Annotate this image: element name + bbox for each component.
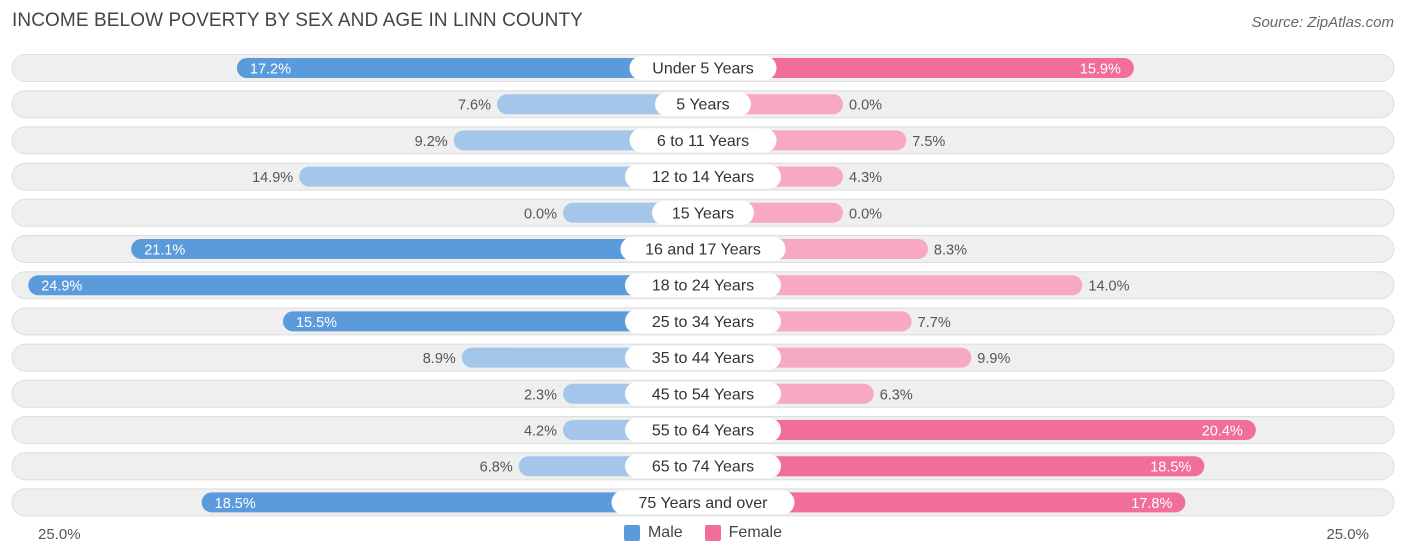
category-label: 75 Years and over: [639, 495, 769, 512]
category-label: 16 and 17 Years: [645, 242, 761, 259]
category-label: 5 Years: [676, 97, 729, 114]
legend-swatch-female: [704, 525, 721, 541]
legend-label-female: Female: [728, 524, 783, 541]
female-bar: [703, 492, 1186, 513]
category-label: 35 to 44 Years: [652, 350, 754, 367]
category-label: 18 to 24 Years: [652, 278, 754, 295]
female-value-label: 4.3%: [849, 170, 882, 186]
female-value-label: 18.5%: [1150, 460, 1191, 476]
category-label: 25 to 34 Years: [652, 314, 754, 331]
male-bar: [236, 58, 703, 78]
male-bar: [299, 166, 703, 187]
female-value-label: 7.7%: [918, 315, 951, 331]
category-label: 12 to 14 Years: [652, 169, 754, 186]
male-value-label: 8.9%: [423, 351, 456, 367]
male-value-label: 6.8%: [480, 460, 513, 476]
female-bar: [703, 58, 1134, 78]
male-value-label: 7.6%: [458, 98, 491, 114]
category-pill: [629, 56, 777, 80]
chart-title: INCOME BELOW POVERTY BY SEX AND AGE IN L…: [12, 10, 583, 31]
female-value-label: 17.8%: [1131, 496, 1172, 512]
category-pill: [625, 309, 781, 334]
male-value-label: 21.1%: [144, 243, 185, 259]
legend: Male Female: [0, 524, 1406, 542]
male-bar: [131, 239, 703, 259]
female-value-label: 8.3%: [934, 243, 967, 259]
male-value-label: 15.5%: [296, 315, 337, 331]
axis-left-label: 25.0%: [38, 526, 81, 543]
category-label: 45 to 54 Years: [652, 386, 754, 403]
male-value-label: 4.2%: [524, 424, 557, 440]
diverging-bar-chart: 17.2% 15.9% Under 5 Years 7.6% 0.0% 5 Years 9.…: [11, 54, 1395, 517]
male-value-label: 18.5%: [215, 496, 256, 512]
female-value-label: 0.0%: [849, 98, 882, 114]
male-bar: [201, 492, 703, 513]
category-pill: [655, 92, 751, 117]
female-value-label: 9.9%: [977, 351, 1010, 367]
male-value-label: 0.0%: [524, 206, 557, 222]
source-credit: Source: ZipAtlas.com: [1251, 14, 1394, 31]
category-pill: [611, 490, 795, 515]
category-pill: [620, 237, 786, 261]
female-bar: [703, 420, 1256, 440]
category-label: 6 to 11 Years: [657, 133, 749, 150]
category-label: 15 Years: [672, 205, 734, 222]
male-value-label: 9.2%: [415, 134, 448, 150]
axis-right-label: 25.0%: [1326, 526, 1369, 543]
category-label: 65 to 74 Years: [652, 459, 754, 476]
female-value-label: 15.9%: [1080, 62, 1121, 78]
category-pill: [652, 200, 754, 225]
category-label: Under 5 Years: [652, 61, 753, 78]
female-value-label: 14.0%: [1088, 279, 1129, 295]
category-pill: [625, 273, 781, 298]
legend-label-male: Male: [647, 524, 683, 541]
male-bar: [28, 275, 703, 296]
male-value-label: 17.2%: [250, 62, 291, 78]
category-pill: [625, 381, 781, 406]
female-bar: [703, 456, 1205, 477]
category-label: 55 to 64 Years: [652, 423, 754, 440]
female-value-label: 7.5%: [912, 134, 945, 150]
male-bar: [497, 94, 703, 115]
legend-item-male: Male: [623, 524, 683, 542]
legend-item-female: Female: [704, 524, 783, 542]
category-pill: [625, 164, 781, 189]
category-pill: [625, 418, 781, 442]
female-value-label: 6.3%: [880, 387, 913, 403]
female-value-label: 0.0%: [849, 206, 882, 222]
category-pill: [625, 345, 781, 370]
legend-swatch-male: [623, 525, 640, 541]
male-value-label: 14.9%: [252, 170, 293, 186]
female-value-label: 20.4%: [1202, 424, 1243, 440]
category-pill: [629, 128, 777, 153]
male-value-label: 2.3%: [524, 387, 557, 403]
category-pill: [625, 454, 781, 479]
female-bar: [703, 275, 1083, 296]
male-bar: [282, 311, 703, 332]
male-value-label: 24.9%: [41, 279, 82, 295]
